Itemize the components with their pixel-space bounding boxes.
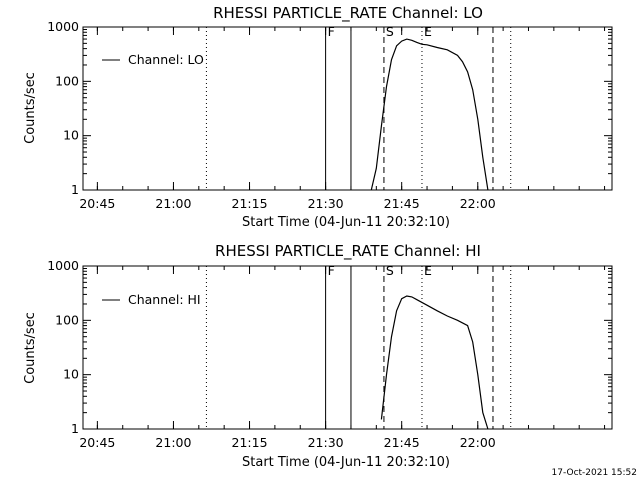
legend-label: Channel: HI [128,292,201,307]
chart-title: RHESSI PARTICLE_RATE Channel: LO [213,4,483,23]
event-marker-label: E [424,263,432,278]
x-tick-label: 20:45 [79,435,115,450]
footer-timestamp: 17-Oct-2021 15:52 [552,468,637,478]
event-marker-label: F [328,263,335,278]
x-tick-label: 21:00 [155,435,191,450]
x-tick-label: 21:00 [155,196,191,211]
x-tick-label: 21:45 [384,196,420,211]
y-tick-label: 1 [71,421,79,436]
legend-label: Channel: LO [128,52,204,67]
plot-frame [82,265,613,430]
chart-panel-lo: RHESSI PARTICLE_RATE Channel: LO Start T… [23,4,613,230]
y-tick-label: 1000 [47,258,79,273]
chart-title: RHESSI PARTICLE_RATE Channel: HI [215,242,481,261]
series-line [380,295,489,430]
chart-panel-hi: RHESSI PARTICLE_RATE Channel: HI Start T… [23,242,613,470]
event-marker-label: S [386,263,394,278]
y-tick-label: 1000 [47,19,79,34]
x-tick-label: 22:00 [460,435,496,450]
event-marker-label: S [386,24,394,39]
y-tick-label: 100 [55,73,79,88]
x-tick-label: 21:15 [232,196,268,211]
x-tick-label: 21:30 [308,435,344,450]
x-tick-label: 22:00 [460,196,496,211]
x-tick-label: 20:45 [79,196,115,211]
x-tick-label: 21:15 [232,435,268,450]
x-axis-label: Start Time (04-Jun-11 20:32:10) [242,215,450,230]
y-axis-label: Counts/sec [23,72,38,144]
y-tick-label: 10 [63,128,79,143]
x-tick-label: 21:30 [308,196,344,211]
series-line [370,38,489,191]
y-tick-label: 10 [63,367,79,382]
event-marker-label: E [424,24,432,39]
x-tick-label: 21:45 [384,435,420,450]
y-tick-label: 1 [71,182,79,197]
x-axis-label: Start Time (04-Jun-11 20:32:10) [242,455,450,470]
y-axis-label: Counts/sec [23,312,38,384]
plot-frame [82,26,613,191]
event-marker-label: F [328,24,335,39]
y-tick-label: 100 [55,312,79,327]
